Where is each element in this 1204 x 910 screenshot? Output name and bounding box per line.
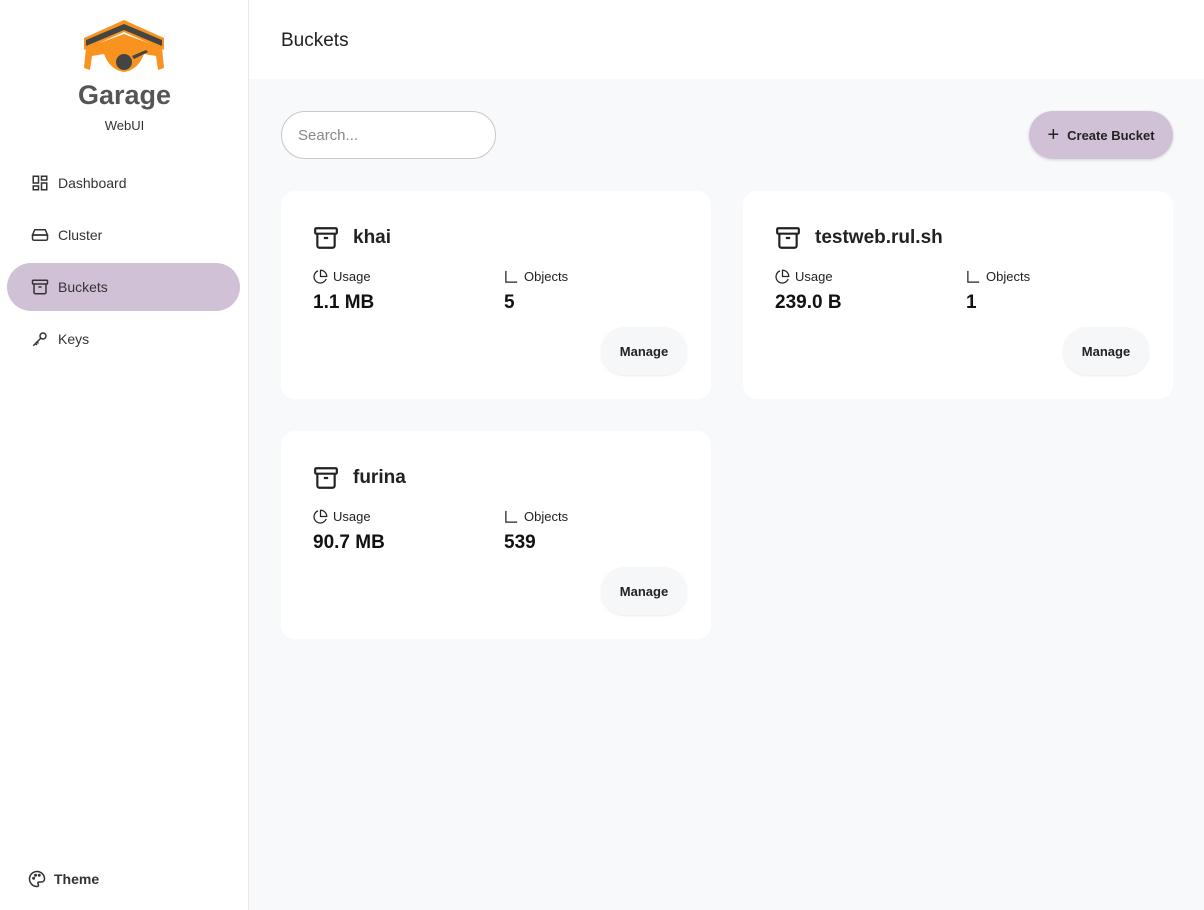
bucket-title: furina	[313, 465, 406, 491]
bucket-title: khai	[313, 225, 391, 251]
archive-icon	[31, 279, 49, 295]
usage-value: 90.7 MB	[313, 532, 385, 553]
brand-name: Garage	[77, 80, 172, 110]
theme-label: Theme	[54, 871, 100, 887]
plus-icon: +	[1047, 123, 1060, 146]
key-icon	[32, 332, 47, 347]
theme-button[interactable]: Theme	[28, 870, 99, 888]
create-bucket-button[interactable]: + Create Bucket	[1029, 111, 1173, 159]
usage-stat: Usage 239.0 B	[775, 269, 842, 314]
page-title: Buckets	[281, 30, 349, 51]
bucket-title: testweb.rul.sh	[775, 225, 943, 251]
objects-stat: Objects 1	[966, 269, 1030, 314]
pie-chart-icon	[775, 269, 790, 284]
bucket-card: testweb.rul.sh Usage 239.0 B Objects 1 M…	[743, 191, 1173, 399]
bucket-card: khai Usage 1.1 MB Objects 5 Manage	[281, 191, 711, 399]
page-header: Buckets	[249, 0, 1204, 79]
bucket-name: furina	[353, 467, 406, 488]
search-input[interactable]	[281, 111, 496, 159]
manage-button[interactable]: Manage	[1063, 327, 1149, 375]
usage-label: Usage	[333, 509, 371, 524]
usage-stat: Usage 90.7 MB	[313, 509, 385, 554]
sidebar-item-label: Keys	[58, 331, 90, 347]
bucket-name: testweb.rul.sh	[815, 227, 943, 248]
manage-button[interactable]: Manage	[601, 567, 687, 615]
objects-value: 539	[504, 532, 536, 553]
objects-label: Objects	[524, 509, 569, 524]
usage-label: Usage	[333, 269, 371, 284]
bucket-name: khai	[353, 227, 392, 248]
garage-logo	[84, 20, 164, 72]
dashboard-icon	[32, 175, 48, 191]
palette-icon	[28, 870, 46, 888]
archive-icon	[314, 467, 338, 489]
bucket-card: furina Usage 90.7 MB Objects 539 Manage	[281, 431, 711, 639]
scatter-chart-icon	[505, 510, 518, 523]
pie-chart-icon	[313, 509, 328, 524]
sidebar: Garage WebUI Dashboard Cluster Buckets K…	[0, 0, 249, 910]
sidebar-item-cluster[interactable]: Cluster	[7, 211, 240, 259]
sidebar-item-buckets[interactable]: Buckets	[7, 263, 240, 311]
usage-value: 1.1 MB	[313, 292, 375, 313]
archive-icon	[314, 227, 338, 249]
brand-subtitle: WebUI	[104, 118, 145, 133]
usage-label: Usage	[795, 269, 833, 284]
objects-stat: Objects 539	[504, 509, 568, 554]
sidebar-item-label: Buckets	[58, 279, 108, 295]
usage-stat: Usage 1.1 MB	[313, 269, 374, 314]
objects-stat: Objects 5	[504, 269, 568, 314]
sidebar-item-label: Dashboard	[58, 175, 127, 191]
objects-value: 1	[966, 292, 977, 313]
sidebar-item-dashboard[interactable]: Dashboard	[7, 159, 240, 207]
usage-value: 239.0 B	[775, 292, 842, 313]
archive-icon	[776, 227, 800, 249]
create-bucket-label: Create Bucket	[1067, 127, 1155, 143]
hard-drive-icon	[31, 229, 49, 241]
scatter-chart-icon	[967, 270, 980, 283]
scatter-chart-icon	[505, 270, 518, 283]
pie-chart-icon	[313, 269, 328, 284]
sidebar-item-label: Cluster	[58, 227, 103, 243]
objects-label: Objects	[986, 269, 1031, 284]
objects-label: Objects	[524, 269, 569, 284]
sidebar-item-keys[interactable]: Keys	[7, 315, 240, 363]
manage-button[interactable]: Manage	[601, 327, 687, 375]
objects-value: 5	[504, 292, 515, 313]
